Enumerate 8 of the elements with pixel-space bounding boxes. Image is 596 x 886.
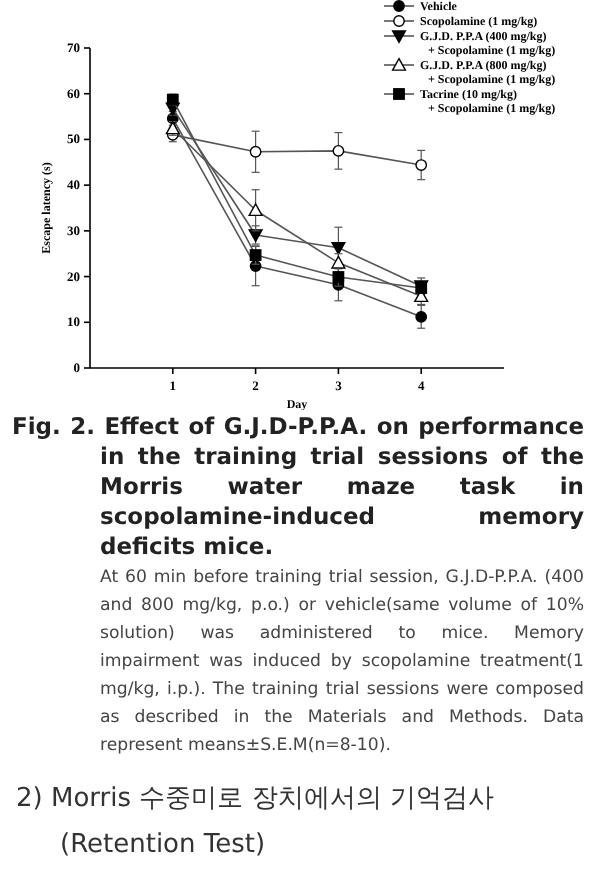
text: Fig. 2. Effect of G.J.D-P.P.A. on performance in the training trial sessions of the Morris water maze task in scopolamine-induced memory deficits mice. [12,412,584,562]
text: At 60 min before training trial session, G.J.D-P.P.A. (400 and 800 mg/kg, p.o.) or vehicle(same volume of 10% solution) was administered to mice. Memory impairment was induced by scopolamine treatment(1 mg/kg, i.p.). The training trial sessions were composed as described in the Materials and Methods. Data represent means±S.E.M(n=8-10). [98,566,584,760]
point [415,310,428,323]
point [249,145,262,158]
text: 2) Morris 수중미로 장치에서의 기억검사 (Retention Test) [16,782,496,864]
point [332,144,345,157]
point [248,203,263,217]
point [415,159,428,171]
